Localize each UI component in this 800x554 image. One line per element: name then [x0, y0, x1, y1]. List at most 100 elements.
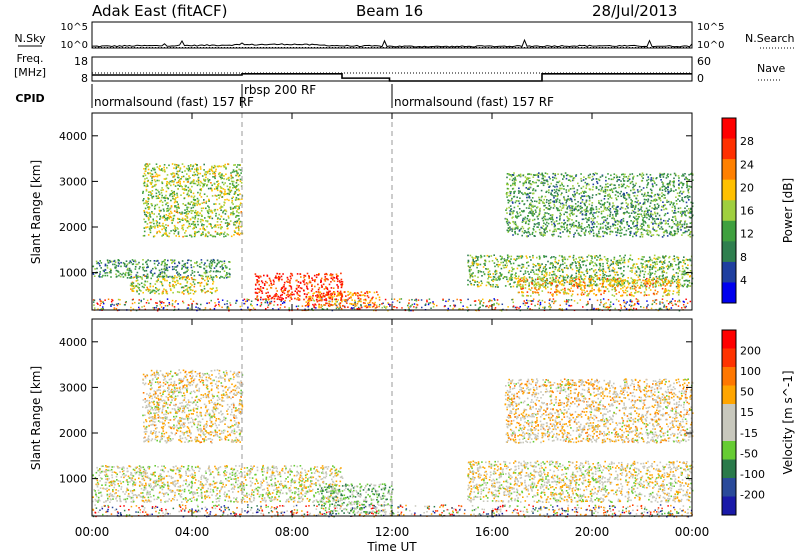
data-cell: [172, 219, 174, 221]
data-cell: [164, 264, 166, 266]
data-cell: [257, 299, 259, 301]
data-cell: [371, 297, 373, 300]
data-cell: [615, 198, 618, 201]
data-cell: [139, 276, 141, 278]
noise-cell: [469, 304, 472, 306]
data-cell: [537, 175, 539, 177]
data-cell: [260, 280, 263, 282]
data-cell: [214, 177, 216, 180]
data-cell: [155, 290, 158, 293]
data-cell: [565, 201, 567, 204]
data-cell: [220, 233, 223, 235]
data-cell: [190, 223, 193, 225]
noise-cell: [235, 302, 237, 304]
data-cell: [213, 176, 216, 178]
data-cell: [180, 194, 182, 196]
data-cell: [354, 303, 356, 305]
data-cell: [220, 232, 223, 234]
data-cell: [220, 275, 222, 278]
data-cell: [530, 295, 532, 297]
data-cell: [546, 230, 548, 233]
data-cell: [192, 221, 195, 223]
noise-cell: [454, 304, 456, 307]
data-cell: [508, 277, 511, 279]
data-cell: [333, 295, 336, 297]
data-cell: [199, 274, 202, 277]
noise-cell: [408, 309, 410, 312]
data-cell: [575, 272, 577, 275]
data-cell: [168, 235, 170, 238]
data-cell: [146, 183, 148, 186]
data-cell: [295, 287, 298, 290]
data-cell: [600, 269, 602, 271]
data-cell: [542, 267, 545, 270]
data-cell: [635, 182, 637, 185]
data-cell: [236, 233, 239, 235]
data-cell: [649, 276, 651, 278]
data-cell: [339, 292, 341, 294]
data-cell: [283, 288, 286, 290]
data-cell: [188, 167, 190, 169]
data-cell: [649, 274, 651, 276]
data-cell: [125, 260, 128, 262]
data-cell: [576, 205, 579, 208]
data-cell: [307, 299, 309, 302]
data-cell: [584, 230, 587, 233]
data-cell: [521, 210, 523, 212]
data-cell: [187, 190, 190, 193]
data-cell: [493, 262, 496, 264]
data-cell: [194, 211, 196, 214]
noise-cell: [368, 304, 370, 306]
data-cell: [565, 204, 567, 206]
data-cell: [565, 264, 568, 267]
data-cell: [156, 166, 159, 168]
noise-cell: [254, 298, 257, 300]
data-cell: [561, 259, 564, 261]
noise-cell: [415, 306, 417, 309]
noise-cell: [257, 298, 259, 301]
data-cell: [194, 216, 197, 219]
data-cell: [561, 270, 564, 273]
data-cell: [488, 275, 490, 277]
data-cell: [273, 281, 275, 283]
data-cell: [150, 226, 153, 228]
noise-cell: [116, 304, 119, 307]
data-cell: [558, 277, 561, 279]
data-cell: [569, 290, 572, 292]
data-cell: [639, 228, 641, 231]
data-cell: [194, 163, 197, 165]
data-cell: [593, 276, 595, 279]
data-cell: [533, 287, 536, 289]
data-cell: [659, 199, 662, 202]
data-cell: [288, 284, 291, 287]
data-cell: [238, 198, 241, 201]
noise-cell: [555, 300, 557, 302]
noise-cell: [552, 298, 555, 300]
data-cell: [546, 278, 548, 280]
noise-cell: [209, 308, 212, 310]
data-cell: [229, 261, 231, 263]
data-cell: [619, 283, 621, 286]
data-cell: [132, 263, 135, 265]
data-cell: [516, 258, 518, 260]
data-cell: [642, 285, 644, 288]
data-cell: [626, 290, 629, 293]
data-cell: [335, 273, 338, 276]
noise-cell: [99, 300, 102, 302]
data-cell: [171, 195, 174, 198]
data-cell: [602, 268, 605, 270]
nave-tick-bottom: 0: [697, 72, 704, 85]
data-cell: [198, 266, 201, 268]
data-cell: [207, 280, 209, 282]
data-cell: [564, 279, 567, 281]
data-cell: [211, 227, 213, 229]
data-cell: [572, 194, 574, 196]
data-cell: [627, 260, 630, 263]
data-cell: [303, 289, 305, 292]
data-cell: [549, 263, 552, 266]
data-cell: [205, 207, 207, 210]
data-cell: [588, 183, 590, 186]
noise-cell: [312, 299, 315, 301]
data-cell: [564, 262, 566, 264]
data-cell: [204, 174, 206, 176]
